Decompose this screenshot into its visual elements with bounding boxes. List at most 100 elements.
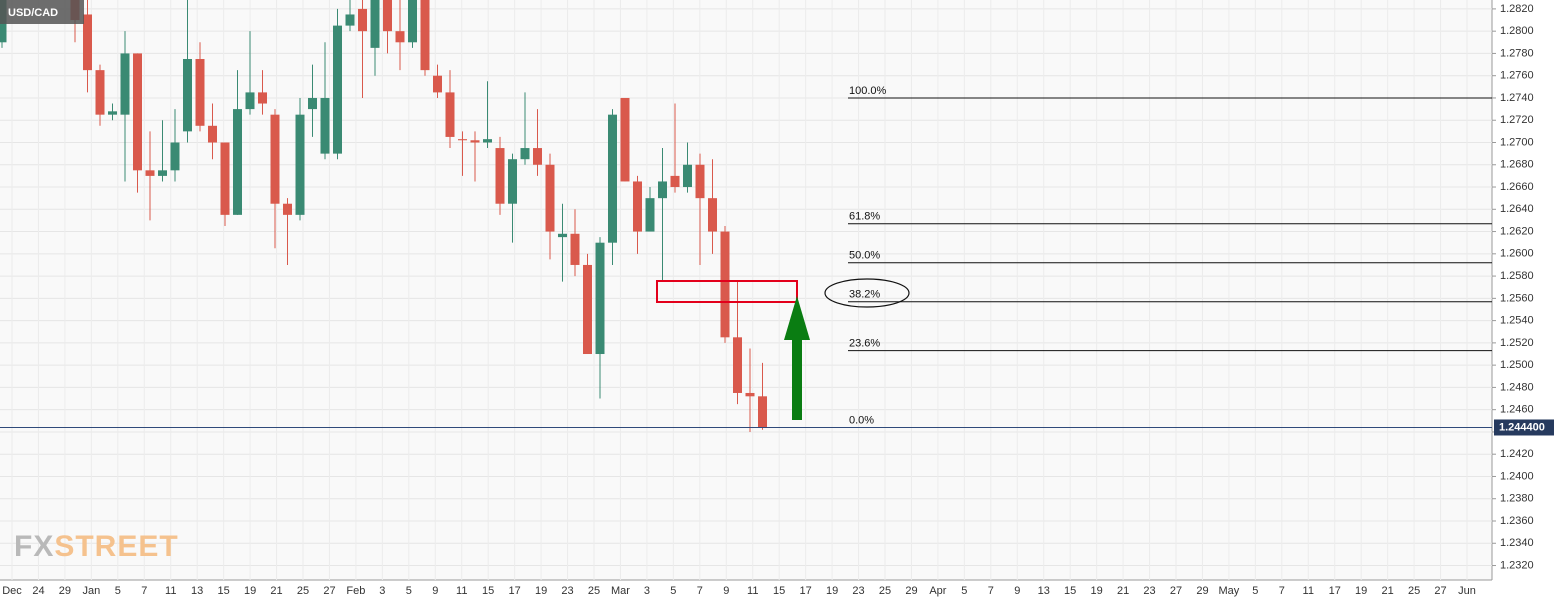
candle-body: [695, 164, 705, 199]
x-tick-label: Mar: [611, 585, 630, 597]
x-tick-label: Dec: [2, 585, 22, 597]
y-tick-label: 1.2600: [1500, 248, 1534, 260]
x-tick-label: 23: [561, 585, 573, 597]
candle-body: [758, 396, 767, 428]
y-tick-label: 1.2640: [1500, 203, 1534, 215]
x-tick-label: 7: [141, 585, 147, 597]
candle-body: [670, 175, 680, 188]
candle-body: [120, 53, 130, 115]
candle-body: [258, 92, 267, 104]
x-tick-label: 9: [432, 585, 438, 597]
x-tick-label: 17: [509, 585, 521, 597]
y-tick-label: 1.2320: [1500, 559, 1534, 571]
candle-body: [658, 181, 667, 199]
candle-body: [158, 170, 167, 176]
x-tick-label: 7: [988, 585, 994, 597]
x-tick-label: 17: [800, 585, 812, 597]
x-tick-label: 5: [406, 585, 412, 597]
candle-body: [233, 109, 242, 215]
x-tick-label: 29: [1196, 585, 1208, 597]
candle-body: [458, 139, 467, 141]
y-tick-label: 1.2720: [1500, 114, 1534, 126]
y-tick-label: 1.2740: [1500, 92, 1534, 104]
current-price-label: 1.244400: [1499, 421, 1545, 433]
candle-body: [420, 0, 430, 71]
candle-body: [208, 125, 217, 143]
candle-body: [683, 164, 692, 188]
y-tick-label: 1.2660: [1500, 181, 1534, 193]
x-tick-label: 25: [1408, 585, 1420, 597]
fib-label: 100.0%: [849, 85, 887, 97]
candle-body: [620, 97, 630, 182]
x-tick-label: 3: [644, 585, 650, 597]
candle-body: [170, 142, 180, 171]
candle-body: [545, 164, 555, 232]
x-tick-label: 5: [961, 585, 967, 597]
y-tick-label: 1.2680: [1500, 159, 1534, 171]
fib-label: 50.0%: [849, 250, 880, 262]
y-tick-label: 1.2820: [1500, 3, 1534, 15]
y-tick-label: 1.2780: [1500, 47, 1534, 59]
fib-label: 61.8%: [849, 211, 880, 223]
x-tick-label: 25: [588, 585, 600, 597]
x-tick-label: 5: [115, 585, 121, 597]
y-tick-label: 1.2760: [1500, 70, 1534, 82]
candles: [0, 0, 767, 432]
annotations: 100.0% 61.8% 50.0% 38.2% 23.6% 0.0%: [0, 85, 1492, 428]
candle-body: [383, 0, 392, 32]
candle-body: [345, 14, 355, 26]
watermark-fx: FX: [14, 530, 54, 563]
x-tick-label: 13: [1038, 585, 1050, 597]
arrow-shaft: [792, 338, 802, 420]
candle-body: [483, 139, 492, 143]
grid: [0, 0, 1496, 580]
x-tick-label: 11: [1303, 585, 1314, 597]
x-tick-label: 21: [1117, 585, 1129, 597]
candle-body: [108, 111, 117, 115]
y-tick-label: 1.2580: [1500, 270, 1534, 282]
x-tick-label: 19: [535, 585, 547, 597]
candle-body: [133, 53, 142, 171]
y-tick-label: 1.2540: [1500, 315, 1534, 327]
x-tick-label: 21: [270, 585, 282, 597]
candle-body: [320, 97, 330, 154]
x-tick-label: May: [1219, 585, 1240, 597]
fib-label: 38.2%: [849, 289, 880, 301]
candle-body: [508, 159, 517, 204]
candle-body: [295, 114, 305, 215]
fib-label: 0.0%: [849, 414, 874, 426]
x-tick-label: 5: [1252, 585, 1258, 597]
candle-body: [720, 231, 730, 338]
candle-body: [645, 198, 655, 232]
highlight-box: [656, 280, 798, 303]
y-tick-label: 1.2500: [1500, 359, 1534, 371]
x-tick-label: Jun: [1458, 585, 1476, 597]
candle-body: [520, 148, 530, 160]
chart-title: USD/CAD: [8, 7, 58, 19]
y-tick-label: 1.2620: [1500, 225, 1534, 237]
x-tick-label: 7: [697, 585, 703, 597]
candle-body: [433, 75, 442, 93]
candle-body: [395, 31, 405, 43]
x-tick-label: 27: [1170, 585, 1182, 597]
x-tick-label: 15: [218, 585, 230, 597]
candle-body: [570, 233, 580, 265]
candle-body: [495, 148, 505, 204]
candle-body: [583, 264, 592, 355]
x-tick-label: 24: [32, 585, 44, 597]
candle-body: [608, 114, 617, 243]
x-tick-label: 23: [852, 585, 864, 597]
x-tick-label: 11: [456, 585, 467, 597]
watermark-street: STREET: [54, 530, 178, 563]
x-tick-label: 9: [723, 585, 729, 597]
candle-body: [595, 242, 605, 355]
candle-body: [333, 25, 342, 154]
x-tick-label: 5: [670, 585, 676, 597]
y-tick-label: 1.2800: [1500, 25, 1534, 37]
candle-body: [220, 142, 230, 215]
y-axis-background: [1492, 0, 1564, 604]
y-tick-label: 1.2400: [1500, 470, 1534, 482]
highlight-ellipse: [824, 278, 910, 308]
candle-body: [183, 59, 192, 132]
x-tick-label: 23: [1143, 585, 1155, 597]
